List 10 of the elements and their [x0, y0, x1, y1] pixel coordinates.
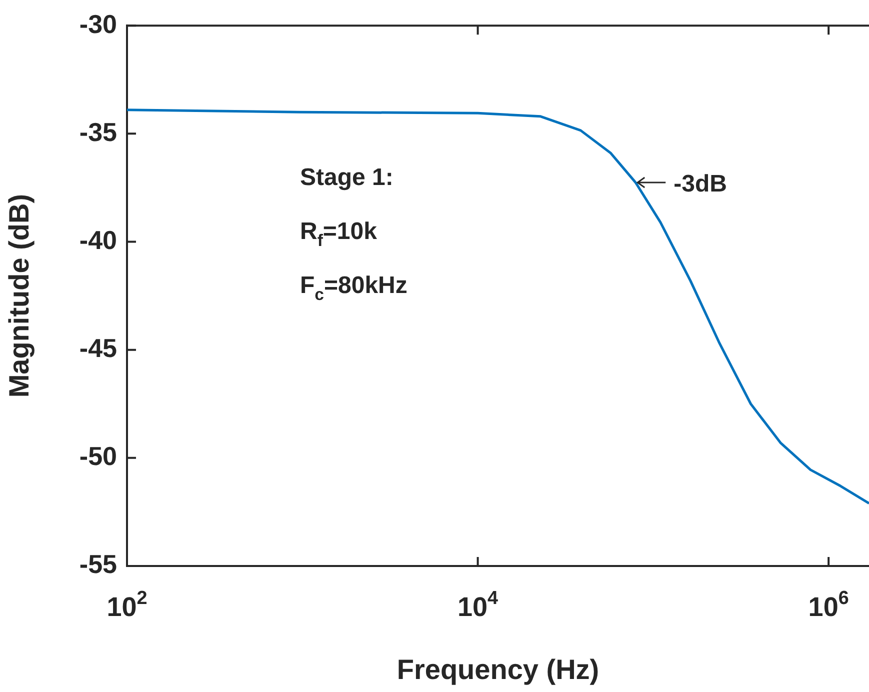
y-tick-label: -55 [79, 549, 117, 580]
annotation: -3dB [674, 170, 727, 198]
y-tick-label: -40 [79, 224, 117, 255]
y-axis-title: Magnitude (dB) [4, 194, 35, 398]
y-tick-label: -45 [79, 333, 117, 364]
y-tick-label: -35 [79, 116, 117, 147]
y-tick-label: -50 [79, 441, 117, 472]
y-tick-label: -30 [79, 8, 117, 39]
annotation: Stage 1: [300, 164, 394, 191]
x-axis-title: Frequency (Hz) [396, 654, 600, 685]
